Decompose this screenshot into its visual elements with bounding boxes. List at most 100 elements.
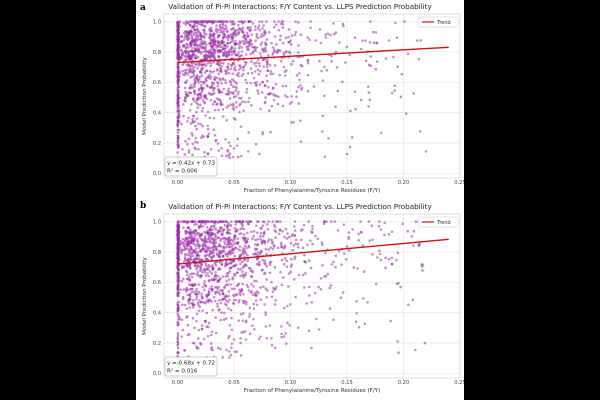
scatter-point (326, 272, 330, 276)
scatter-point (220, 48, 224, 52)
scatter-point (177, 104, 180, 108)
scatter-point (419, 39, 422, 42)
scatter-point (383, 233, 386, 237)
scatter-point (345, 245, 349, 248)
scatter-point (216, 275, 220, 278)
scatter-point (284, 342, 288, 345)
scatter-point (261, 258, 265, 262)
scatter-point (193, 32, 196, 35)
scatter-point (212, 60, 216, 64)
scatter-point (208, 61, 211, 64)
scatter-point (375, 41, 379, 45)
scatter-point (227, 104, 230, 108)
scatter-point (230, 287, 234, 291)
scatter-point (224, 275, 228, 278)
scatter-point (282, 65, 286, 69)
scatter-point (205, 311, 209, 315)
scatter-point (215, 68, 219, 72)
scatter-point (323, 155, 327, 158)
scatter-point (188, 91, 192, 94)
scatter-point (182, 288, 186, 291)
scatter-point (264, 313, 268, 316)
y-axis-label: Model Prediction Probability (142, 256, 148, 334)
scatter-point (181, 303, 184, 307)
scatter-point (209, 93, 213, 96)
scatter-point (266, 69, 270, 73)
scatter-point (226, 65, 230, 69)
scatter-point (195, 62, 198, 66)
scatter-point (245, 45, 249, 48)
scatter-point (332, 32, 336, 36)
scatter-point (256, 89, 259, 92)
scatter-point (280, 245, 283, 249)
scatter-point (208, 116, 212, 120)
scatter-point (234, 34, 238, 37)
scatter-point (284, 84, 288, 88)
scatter-point (334, 254, 338, 258)
y-tick-label: 0.4 (153, 111, 162, 117)
scatter-point (261, 224, 265, 227)
scatter-point (183, 256, 187, 259)
scatter-point (221, 22, 225, 26)
scatter-point (258, 253, 261, 256)
scatter-point (263, 84, 267, 88)
scatter-point (186, 38, 189, 42)
scatter-point (322, 65, 326, 69)
scatter-point (259, 286, 262, 289)
scatter-point (244, 319, 248, 323)
scatter-point (241, 220, 245, 223)
scatter-point (210, 241, 214, 245)
scatter-point (241, 312, 245, 315)
scatter-point (374, 282, 378, 286)
scatter-point (191, 67, 195, 70)
scatter-point (204, 43, 208, 47)
scatter-point (277, 20, 280, 23)
scatter-point (242, 275, 245, 279)
scatter-point (203, 254, 207, 258)
scatter-point (221, 230, 225, 233)
scatter-point (400, 72, 404, 76)
scatter-point (181, 147, 184, 151)
scatter-point (223, 50, 227, 53)
scatter-point (273, 225, 277, 229)
scatter-point (281, 84, 285, 88)
scatter-point (233, 65, 237, 69)
scatter-point (224, 69, 227, 73)
scatter-point (215, 24, 218, 27)
scatter-point (232, 79, 236, 82)
scatter-point (264, 287, 268, 291)
scatter-point (241, 288, 244, 292)
scatter-point (297, 273, 301, 277)
scatter-point (217, 253, 221, 256)
scatter-point (282, 262, 286, 266)
scatter-point (406, 229, 409, 233)
scatter-point (351, 228, 354, 231)
scatter-point (223, 295, 227, 299)
scatter-point (237, 46, 241, 50)
scatter-point (266, 85, 270, 89)
scatter-point (227, 231, 231, 235)
scatter-point (309, 20, 312, 23)
scatter-point (244, 63, 247, 67)
scatter-point (256, 251, 260, 254)
scatter-point (269, 70, 273, 73)
scatter-point (176, 42, 180, 46)
scatter-point (274, 43, 278, 46)
panel-b: b Validation of Pi-Pi Interactions: F/Y … (140, 201, 464, 394)
scatter-point (180, 49, 183, 53)
scatter-point (219, 347, 222, 351)
scatter-point (212, 249, 216, 252)
scatter-point (262, 24, 265, 27)
scatter-point (227, 221, 230, 225)
scatter-point (189, 254, 192, 258)
scatter-point (199, 343, 203, 346)
scatter-point (284, 332, 287, 335)
scatter-point (253, 70, 257, 73)
scatter-point (230, 64, 233, 67)
scatter-point (214, 247, 218, 251)
scatter-point (177, 136, 180, 140)
scatter-point (233, 22, 236, 26)
scatter-point (177, 300, 181, 304)
scatter-point (248, 315, 251, 318)
scatter-point (212, 32, 215, 35)
